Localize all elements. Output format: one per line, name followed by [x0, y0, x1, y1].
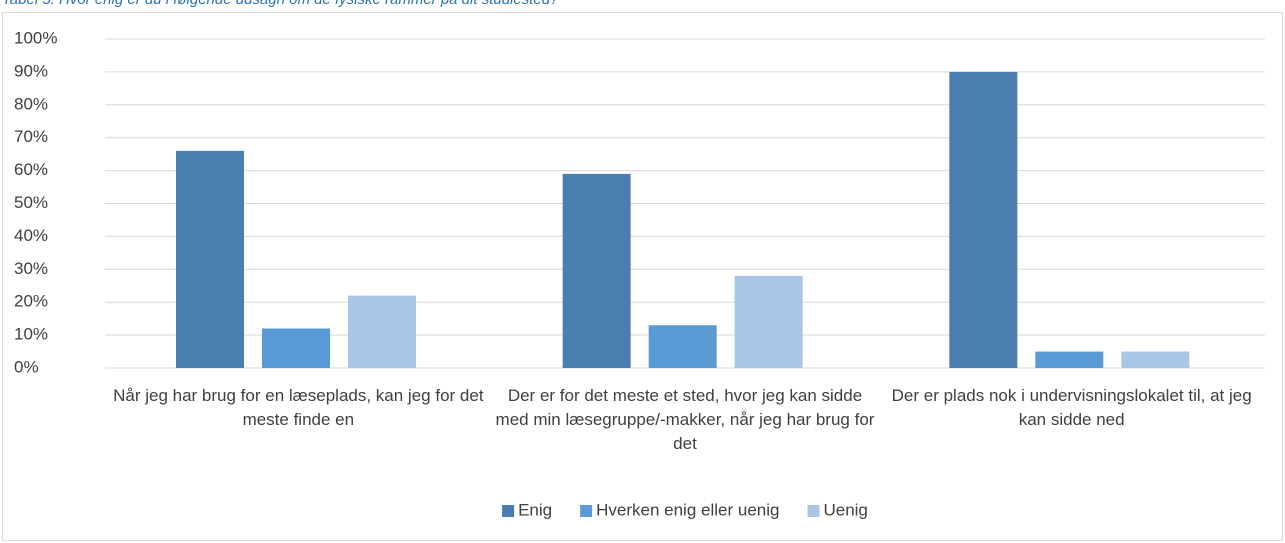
bar — [1121, 351, 1190, 368]
y-tick-label: 40% — [14, 226, 48, 245]
legend-swatch — [807, 505, 820, 517]
y-tick-label: 30% — [14, 259, 48, 278]
bar — [734, 275, 803, 368]
legend-label: Hverken enig eller uenig — [596, 500, 779, 519]
y-tick-label: 10% — [14, 325, 48, 344]
legend-swatch — [580, 505, 593, 517]
y-tick-label: 80% — [14, 94, 48, 113]
chart-title: Tabel 5: Hvor enig er du i følgende udsa… — [2, 0, 558, 8]
legend-label: Enig — [518, 500, 552, 519]
bar — [176, 150, 244, 368]
bar — [348, 295, 416, 368]
bar — [562, 173, 631, 368]
y-tick-label: 60% — [14, 160, 48, 179]
x-tick-label: Når jeg har brug for en læseplads, kan j… — [113, 386, 484, 429]
x-tick-label: Der er for det meste et sted, hvor jeg k… — [495, 386, 875, 453]
legend-label: Uenig — [823, 500, 867, 519]
bar — [648, 325, 717, 368]
bar — [262, 328, 330, 368]
bar — [949, 71, 1018, 369]
legend-swatch — [502, 505, 515, 517]
y-tick-label: 50% — [14, 193, 48, 212]
y-tick-label: 70% — [14, 127, 48, 146]
x-tick-label: Der er plads nok i undervisningslokalet … — [891, 386, 1252, 429]
y-tick-label: 100% — [14, 28, 57, 47]
y-tick-label: 90% — [14, 61, 48, 80]
y-tick-label: 20% — [14, 292, 48, 311]
y-tick-label: 0% — [14, 357, 39, 376]
bar — [1035, 351, 1104, 368]
